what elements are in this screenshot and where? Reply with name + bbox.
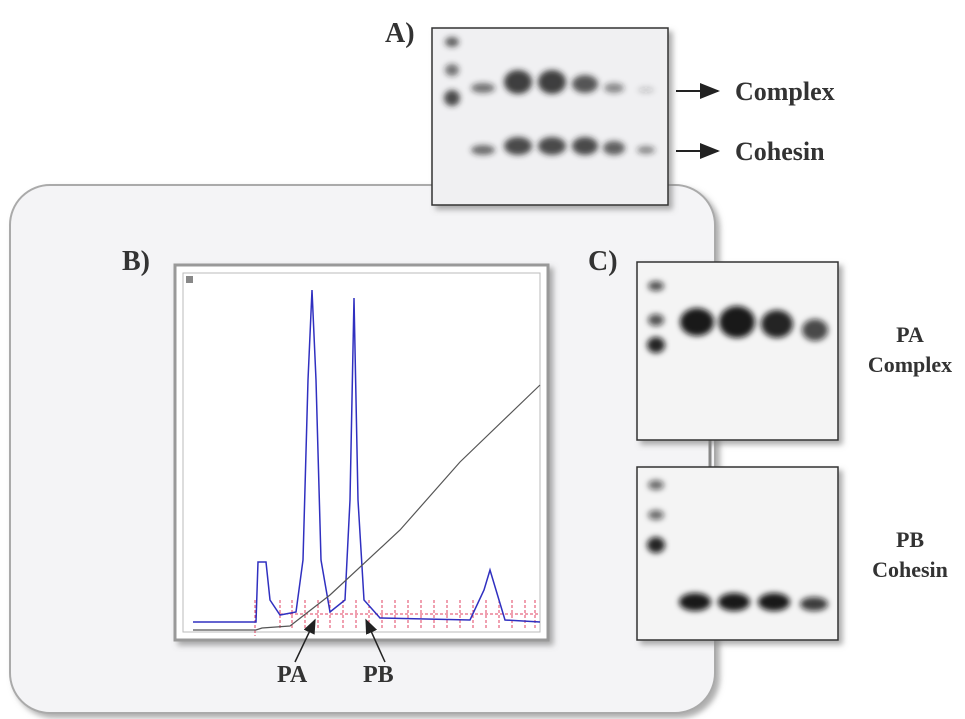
gel-label: Cohesin [872, 557, 948, 582]
peak-label: PB [363, 662, 394, 688]
gel-c-bottom [636, 466, 839, 641]
band-label: Cohesin [735, 137, 825, 166]
gel-c-top [636, 261, 839, 441]
peak-label: PA [277, 662, 308, 688]
panel-label: B) [122, 246, 150, 277]
arrow [294, 618, 316, 663]
gel-a [431, 27, 669, 206]
chromatogram [173, 263, 550, 642]
arrow [365, 618, 386, 663]
panel-label: C) [588, 246, 618, 277]
gel-label: PB [896, 527, 924, 552]
gel-label: PA [896, 322, 924, 347]
panel-label: A) [385, 18, 415, 49]
band-label: Complex [735, 77, 835, 106]
gel-label: Complex [868, 352, 952, 377]
